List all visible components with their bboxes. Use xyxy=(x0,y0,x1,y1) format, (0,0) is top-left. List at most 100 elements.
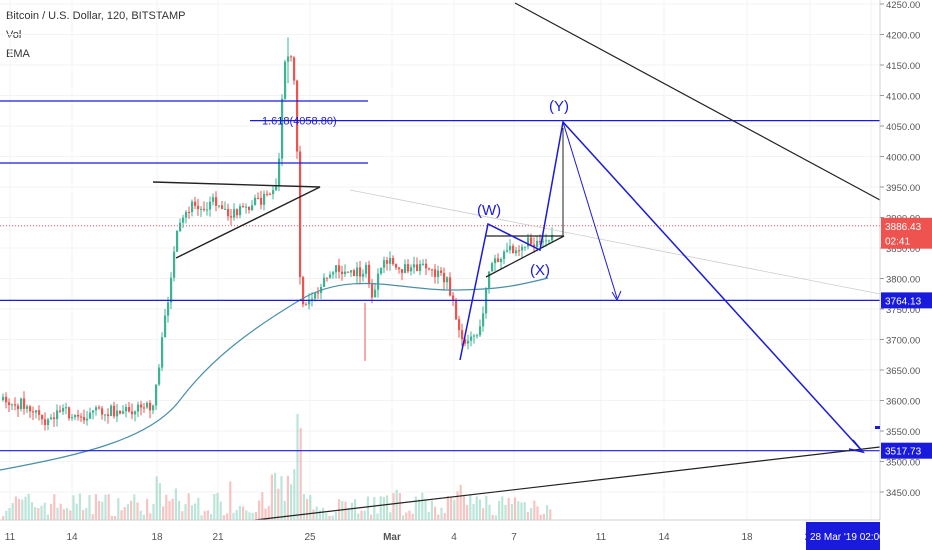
volume-bar xyxy=(187,493,190,520)
volume-bar xyxy=(62,509,65,520)
candle-body xyxy=(140,404,143,408)
volume-bar xyxy=(213,494,216,520)
volume-bar xyxy=(427,511,430,520)
volume-bar xyxy=(341,500,344,520)
candle-body xyxy=(107,414,110,416)
volume-bar xyxy=(398,493,401,520)
volume-bar xyxy=(2,515,5,520)
candle-body xyxy=(419,264,422,271)
volume-bar xyxy=(40,505,43,520)
volume-bar xyxy=(110,515,113,520)
volume-bar xyxy=(344,501,347,520)
volume-bar xyxy=(136,502,139,520)
volume-bar xyxy=(437,514,440,520)
candle-body xyxy=(380,267,383,274)
volume-bar xyxy=(302,494,305,520)
volume-bar xyxy=(485,495,488,520)
candle-body xyxy=(104,414,107,416)
candle-body xyxy=(458,319,461,331)
volume-bar xyxy=(440,507,443,520)
volume-bar xyxy=(494,515,497,520)
volume-bar xyxy=(510,504,513,520)
volume-bar xyxy=(443,512,446,520)
volume-bar xyxy=(283,500,286,520)
candle-body xyxy=(551,234,554,241)
wave-w-label: (W) xyxy=(477,202,501,219)
y-tick-label: 4050.00 xyxy=(886,122,920,133)
volume-bar xyxy=(155,476,158,520)
candle-body xyxy=(92,410,95,413)
candle-body xyxy=(176,231,179,252)
volume-bar xyxy=(37,508,40,520)
candle-body xyxy=(233,209,236,218)
candle-body xyxy=(290,56,293,58)
volume-bar xyxy=(290,484,293,520)
y-tick-label: 3950.00 xyxy=(886,183,920,194)
candle-body xyxy=(164,315,167,338)
volume-bar xyxy=(258,500,261,520)
volume-bar xyxy=(178,500,181,520)
volume-bars xyxy=(2,414,552,520)
candle-body xyxy=(74,414,77,418)
candle-body xyxy=(170,277,173,303)
candle-body xyxy=(542,241,545,243)
volume-bar xyxy=(203,511,206,520)
candle-body xyxy=(149,402,152,411)
volume-bar xyxy=(88,494,91,520)
volume-bar xyxy=(219,501,222,520)
candle-body xyxy=(224,208,227,210)
candle-body xyxy=(434,269,437,277)
volume-bar xyxy=(91,514,94,520)
triangle-pattern xyxy=(152,181,321,259)
volume-bar xyxy=(94,494,97,520)
candle-body xyxy=(392,258,395,265)
price-label-countdown: 02:41 xyxy=(881,232,932,249)
candle-body xyxy=(59,410,62,412)
volume-bar xyxy=(536,506,539,520)
candle-body xyxy=(362,273,365,277)
candle-body xyxy=(203,208,206,210)
volume-bar xyxy=(130,500,133,520)
candle-body xyxy=(500,259,503,263)
volume-bar xyxy=(168,501,171,520)
y-tick-label: 3550.00 xyxy=(886,427,920,438)
candle-body xyxy=(11,404,14,406)
volume-bar xyxy=(526,512,529,520)
volume-bar xyxy=(366,496,369,520)
candle-body xyxy=(242,206,245,208)
volume-bar xyxy=(206,510,209,520)
candle-body xyxy=(80,416,83,418)
x-tick-label: 7 xyxy=(511,532,517,543)
volume-bar xyxy=(277,488,280,520)
candle-body xyxy=(38,410,41,415)
level-lines xyxy=(0,100,881,452)
candle-body xyxy=(44,419,47,426)
volume-bar xyxy=(478,499,481,520)
candle-body xyxy=(350,270,353,273)
candle-body xyxy=(230,216,233,218)
volume-bar xyxy=(446,495,449,520)
candle-body xyxy=(137,404,140,412)
candle-body xyxy=(227,208,230,217)
candle-body xyxy=(146,402,149,408)
candle-body xyxy=(407,264,410,272)
candle-body xyxy=(35,410,38,413)
candle-body xyxy=(455,300,458,320)
candle-body xyxy=(83,417,86,421)
candle-body xyxy=(374,289,377,298)
candle-body xyxy=(512,245,515,254)
candle-body xyxy=(437,270,440,277)
volume-bar xyxy=(280,476,283,520)
candle-body xyxy=(494,258,497,264)
volume-bar xyxy=(261,492,264,520)
candle-body xyxy=(23,398,26,409)
volume-bar xyxy=(475,496,478,520)
volume-bar xyxy=(139,510,142,520)
volume-bar xyxy=(18,499,21,520)
candle-body xyxy=(425,263,428,269)
candle-body xyxy=(131,411,134,415)
volume-bar xyxy=(104,494,107,520)
candle-body xyxy=(431,269,434,271)
ema-indicator-label[interactable]: EMA xyxy=(6,48,30,60)
